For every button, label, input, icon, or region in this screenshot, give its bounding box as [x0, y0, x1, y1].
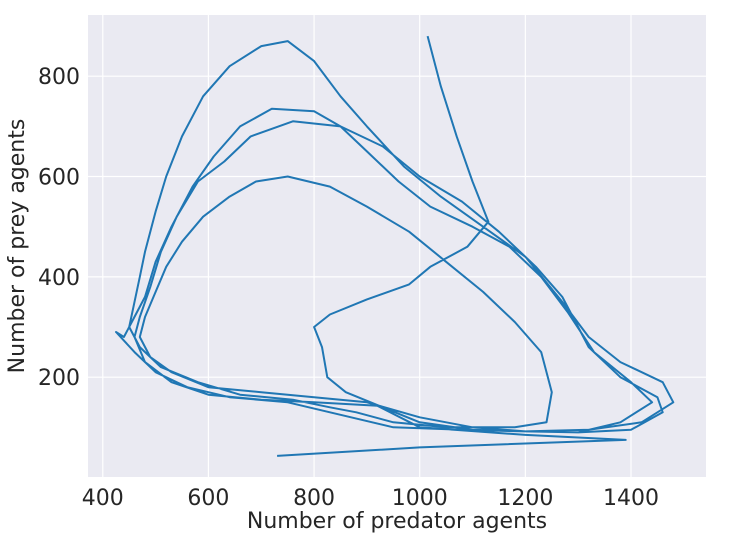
trajectory-line [115, 35, 675, 457]
y-tick-label: 800 [38, 65, 80, 90]
x-tick-label: 400 [82, 486, 124, 511]
y-tick-label: 200 [38, 366, 80, 391]
y-tick-label: 400 [38, 266, 80, 291]
x-tick-label: 800 [293, 486, 335, 511]
x-tick-label: 600 [187, 486, 229, 511]
x-tick-label: 1000 [392, 486, 448, 511]
y-tick-label: 600 [38, 166, 80, 191]
plot-area [88, 15, 706, 477]
y-axis-label: Number of prey agents [5, 119, 30, 374]
x-axis-label: Number of predator agents [247, 509, 547, 534]
x-tick-label: 1200 [497, 486, 553, 511]
x-tick-label: 1400 [603, 486, 659, 511]
